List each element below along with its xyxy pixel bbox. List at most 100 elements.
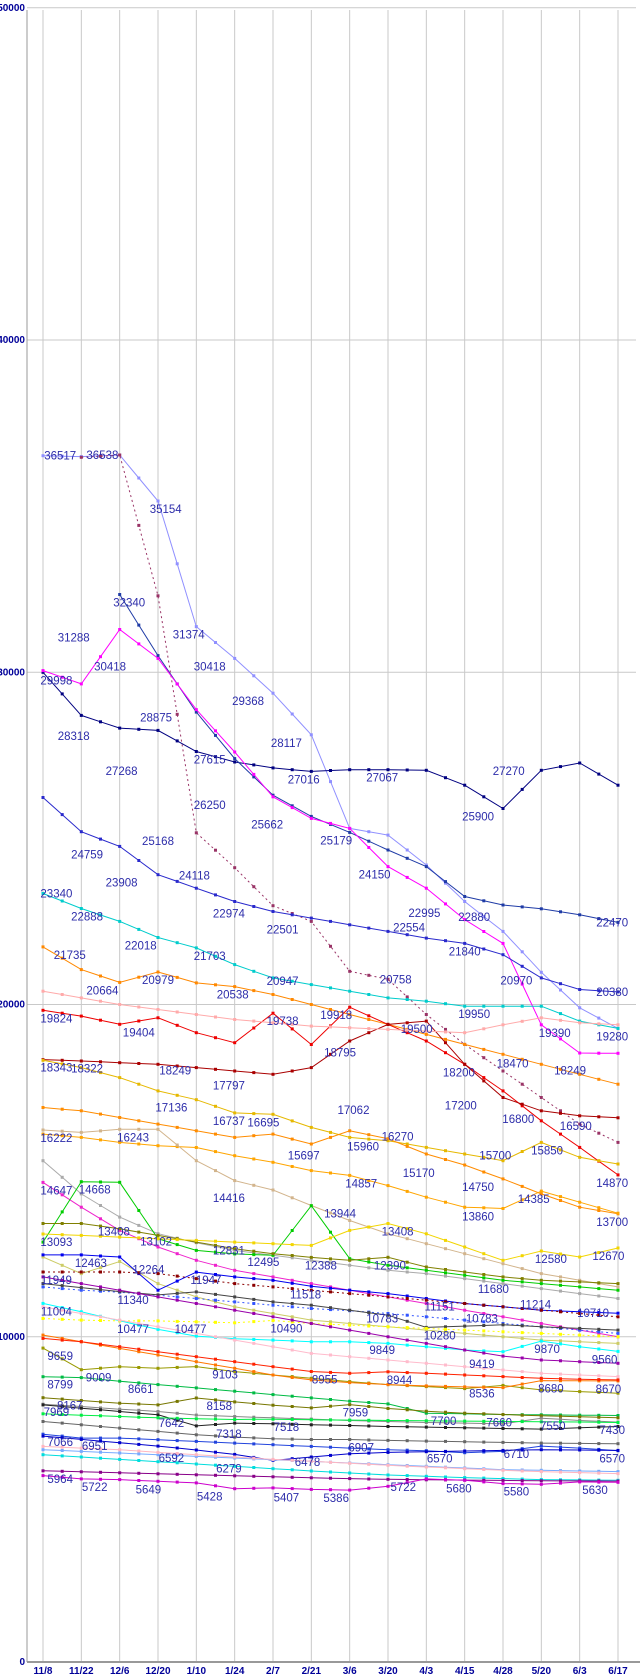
value-label: 5630 (582, 1485, 608, 1497)
data-point (271, 1112, 275, 1116)
value-label: 15850 (531, 1145, 563, 1157)
data-point (367, 1382, 371, 1386)
data-point (501, 1052, 505, 1056)
data-point (290, 1287, 294, 1291)
data-point (578, 1360, 582, 1364)
y-tick-label: 0 (19, 1657, 25, 1668)
data-point (329, 769, 332, 772)
data-point (329, 1438, 332, 1441)
data-point (348, 1026, 352, 1030)
data-point (578, 1021, 582, 1025)
data-point (501, 1368, 505, 1372)
data-point (271, 1365, 275, 1369)
data-point (444, 1149, 447, 1153)
data-point (99, 1477, 102, 1481)
data-point (137, 1322, 141, 1325)
series-7010 (41, 1434, 620, 1462)
data-point (233, 656, 237, 660)
y-tick-label: 20000 (0, 1000, 25, 1011)
data-point (367, 1447, 371, 1451)
value-label: 16800 (502, 1114, 534, 1126)
data-point (271, 1132, 275, 1136)
data-point (41, 669, 45, 673)
data-point (444, 1327, 447, 1331)
series-9950 (41, 1336, 620, 1382)
data-point (482, 1027, 486, 1031)
x-axis-labels: 11/8 11/22 12/6 12/20 1/10 1/24 2/7 2/21 3/6 3/20… (34, 1666, 629, 1677)
data-point (233, 866, 237, 870)
data-point (194, 1413, 198, 1417)
data-point (99, 1254, 102, 1258)
data-point (156, 594, 160, 598)
data-point (329, 1306, 332, 1310)
data-point (233, 760, 237, 764)
data-point (60, 692, 64, 696)
data-point (578, 1420, 582, 1424)
data-point (444, 880, 447, 884)
data-point (309, 1258, 313, 1262)
data-point (463, 1411, 467, 1415)
data-point (175, 1454, 179, 1457)
data-point (271, 1345, 275, 1349)
value-label: 19390 (539, 1028, 571, 1040)
data-point (444, 1346, 447, 1350)
data-point (214, 1104, 217, 1108)
data-point (194, 1386, 198, 1390)
data-point (329, 821, 332, 825)
value-label: 7066 (47, 1437, 73, 1449)
data-point (559, 1067, 562, 1071)
data-point (405, 1237, 409, 1241)
data-point (348, 969, 352, 973)
data-point (60, 1454, 64, 1458)
data-point (79, 1449, 83, 1453)
data-point (214, 1454, 217, 1458)
data-point (79, 1066, 83, 1070)
data-point (156, 970, 160, 974)
data-point (616, 1288, 620, 1292)
data-point (252, 989, 256, 993)
data-point (367, 1472, 371, 1476)
data-point (482, 1349, 486, 1353)
data-point (405, 1266, 409, 1270)
data-point (444, 1410, 447, 1414)
data-point (194, 1240, 198, 1244)
data-point (271, 766, 275, 770)
value-label: 28117 (271, 738, 302, 750)
data-point (329, 1470, 332, 1474)
data-point (271, 1278, 275, 1282)
data-point (194, 946, 198, 950)
data-point (118, 1410, 122, 1413)
data-point (539, 1420, 543, 1424)
data-point (271, 1303, 275, 1307)
series-31288 (41, 628, 620, 1055)
data-point (424, 1032, 428, 1036)
value-label: 20979 (142, 975, 174, 987)
data-point (271, 1393, 275, 1397)
data-point (444, 1002, 447, 1006)
data-point (41, 1333, 45, 1337)
data-point (559, 1379, 562, 1383)
data-point (252, 1241, 256, 1245)
data-point (463, 895, 467, 898)
data-point (137, 975, 141, 979)
data-point (578, 1006, 582, 1010)
data-point (463, 1385, 467, 1389)
data-point (137, 859, 141, 862)
data-point (520, 1307, 524, 1310)
data-point (290, 998, 294, 1001)
data-point (290, 1069, 294, 1073)
series-6600-sky (41, 1448, 620, 1474)
data-point (252, 1417, 256, 1421)
data-point (194, 1365, 198, 1369)
data-point (309, 1284, 313, 1288)
data-point (309, 1418, 313, 1422)
data-point (616, 1472, 620, 1476)
value-label: 11949 (41, 1275, 72, 1287)
data-point (386, 1419, 390, 1422)
data-point (118, 1288, 122, 1292)
data-point (99, 1224, 102, 1228)
data-point (233, 1455, 237, 1459)
data-point (578, 1285, 582, 1289)
data-point (424, 1326, 428, 1330)
data-point (309, 1370, 313, 1373)
